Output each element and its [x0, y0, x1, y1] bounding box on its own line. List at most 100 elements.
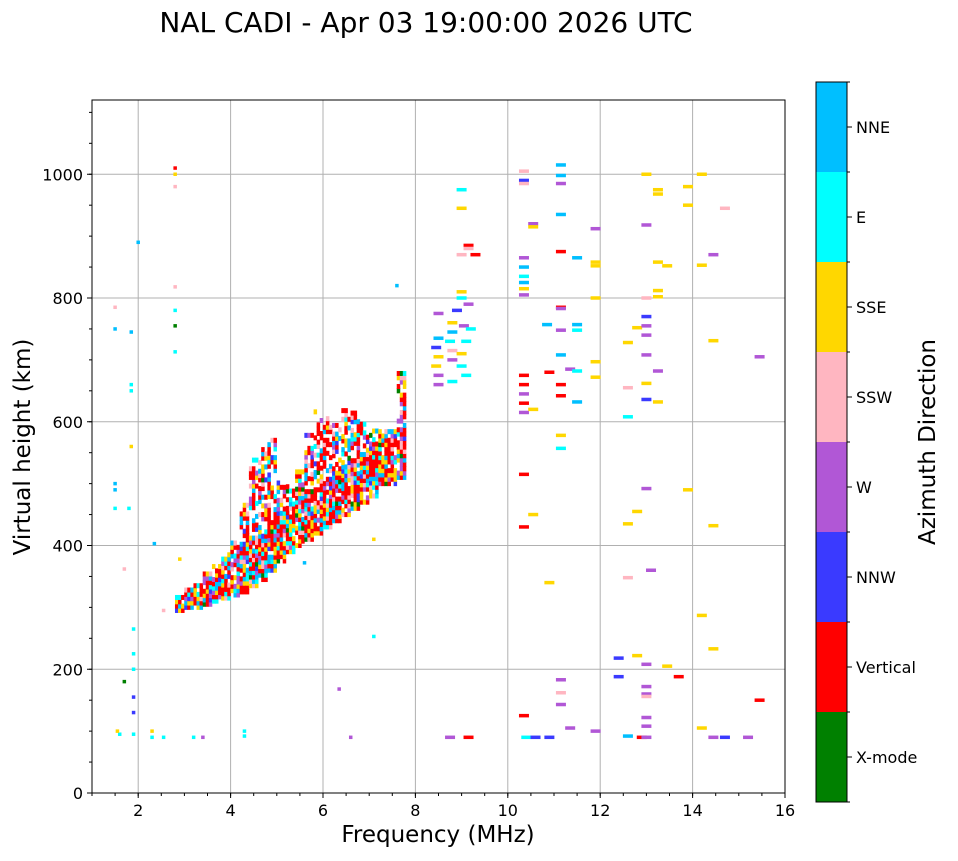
data-point — [313, 495, 318, 501]
data-point — [622, 340, 633, 345]
data-point — [190, 587, 194, 593]
data-point — [555, 306, 566, 311]
data-point — [276, 545, 281, 551]
data-point — [356, 445, 361, 451]
colorbar-tick-label: W — [856, 478, 872, 497]
data-point — [433, 336, 444, 340]
data-point — [291, 536, 296, 542]
data-point — [590, 226, 601, 231]
data-point — [150, 729, 154, 733]
data-point — [381, 468, 385, 474]
data-point — [372, 458, 376, 464]
data-point — [291, 488, 296, 494]
data-point — [359, 482, 364, 488]
data-point — [356, 475, 361, 481]
data-point — [359, 491, 364, 497]
data-point — [362, 421, 367, 427]
data-point — [193, 587, 197, 593]
data-point — [208, 571, 213, 577]
data-point — [402, 435, 407, 441]
data-point — [387, 455, 392, 461]
data-point — [463, 243, 474, 248]
data-point — [173, 350, 177, 354]
data-point — [239, 567, 244, 573]
colorbar-segment — [816, 172, 847, 262]
data-point — [199, 591, 204, 597]
data-point — [372, 441, 376, 447]
data-point — [276, 484, 281, 490]
data-point — [236, 549, 241, 555]
data-point — [279, 541, 284, 547]
data-point — [267, 472, 271, 478]
data-points — [113, 163, 765, 740]
data-point — [230, 566, 234, 572]
data-point — [356, 505, 361, 511]
data-point — [399, 375, 404, 381]
y-axis: 0 200 400 600 800 1000 — [42, 111, 92, 803]
data-point — [276, 532, 281, 538]
data-point — [285, 536, 290, 542]
data-point — [341, 486, 345, 492]
data-point — [347, 464, 351, 470]
data-point — [350, 458, 355, 464]
data-point — [285, 531, 290, 537]
colorbar-tick-label: SSE — [856, 298, 886, 317]
data-point — [298, 525, 302, 531]
data-point — [332, 492, 336, 498]
data-point — [242, 515, 247, 521]
data-point — [390, 472, 395, 478]
data-point — [641, 397, 652, 402]
data-point — [393, 468, 398, 474]
data-point — [381, 442, 385, 448]
data-point — [341, 434, 345, 440]
data-point — [267, 511, 271, 517]
data-point — [344, 425, 348, 431]
data-point — [251, 565, 256, 571]
data-point — [682, 203, 693, 207]
data-point — [384, 442, 388, 448]
data-point — [384, 437, 388, 443]
data-point — [254, 513, 259, 519]
data-point — [181, 607, 185, 613]
data-point — [187, 591, 191, 597]
data-point — [322, 494, 327, 500]
data-point — [233, 588, 237, 594]
data-point — [301, 469, 305, 475]
data-point — [258, 538, 262, 544]
data-point — [353, 458, 358, 464]
data-point — [365, 456, 370, 462]
data-point — [555, 163, 566, 167]
data-point — [708, 338, 719, 343]
colorbar-tick-label: NNE — [856, 118, 890, 137]
data-point — [313, 517, 318, 523]
data-point — [381, 459, 385, 465]
data-point — [285, 497, 290, 503]
data-point — [304, 480, 308, 486]
data-point — [384, 450, 388, 456]
data-point — [456, 290, 467, 294]
data-point — [285, 488, 290, 494]
data-point — [273, 511, 277, 517]
data-point — [353, 484, 358, 490]
data-point — [319, 431, 324, 437]
data-point — [350, 427, 355, 433]
data-point — [295, 491, 299, 497]
data-point — [251, 487, 256, 493]
data-point — [258, 542, 262, 548]
data-point — [313, 444, 318, 449]
colorbar-segment — [816, 262, 847, 352]
data-point — [288, 531, 293, 537]
data-point — [341, 499, 345, 505]
data-point — [402, 427, 407, 433]
data-point — [393, 433, 398, 439]
data-point — [463, 735, 474, 740]
data-point — [341, 408, 345, 414]
data-point — [328, 455, 333, 461]
data-point — [254, 548, 259, 554]
data-point — [295, 508, 299, 514]
data-point — [236, 566, 241, 572]
data-point — [375, 428, 379, 434]
data-point — [347, 425, 351, 431]
data-point — [276, 558, 281, 564]
data-point — [264, 477, 268, 483]
